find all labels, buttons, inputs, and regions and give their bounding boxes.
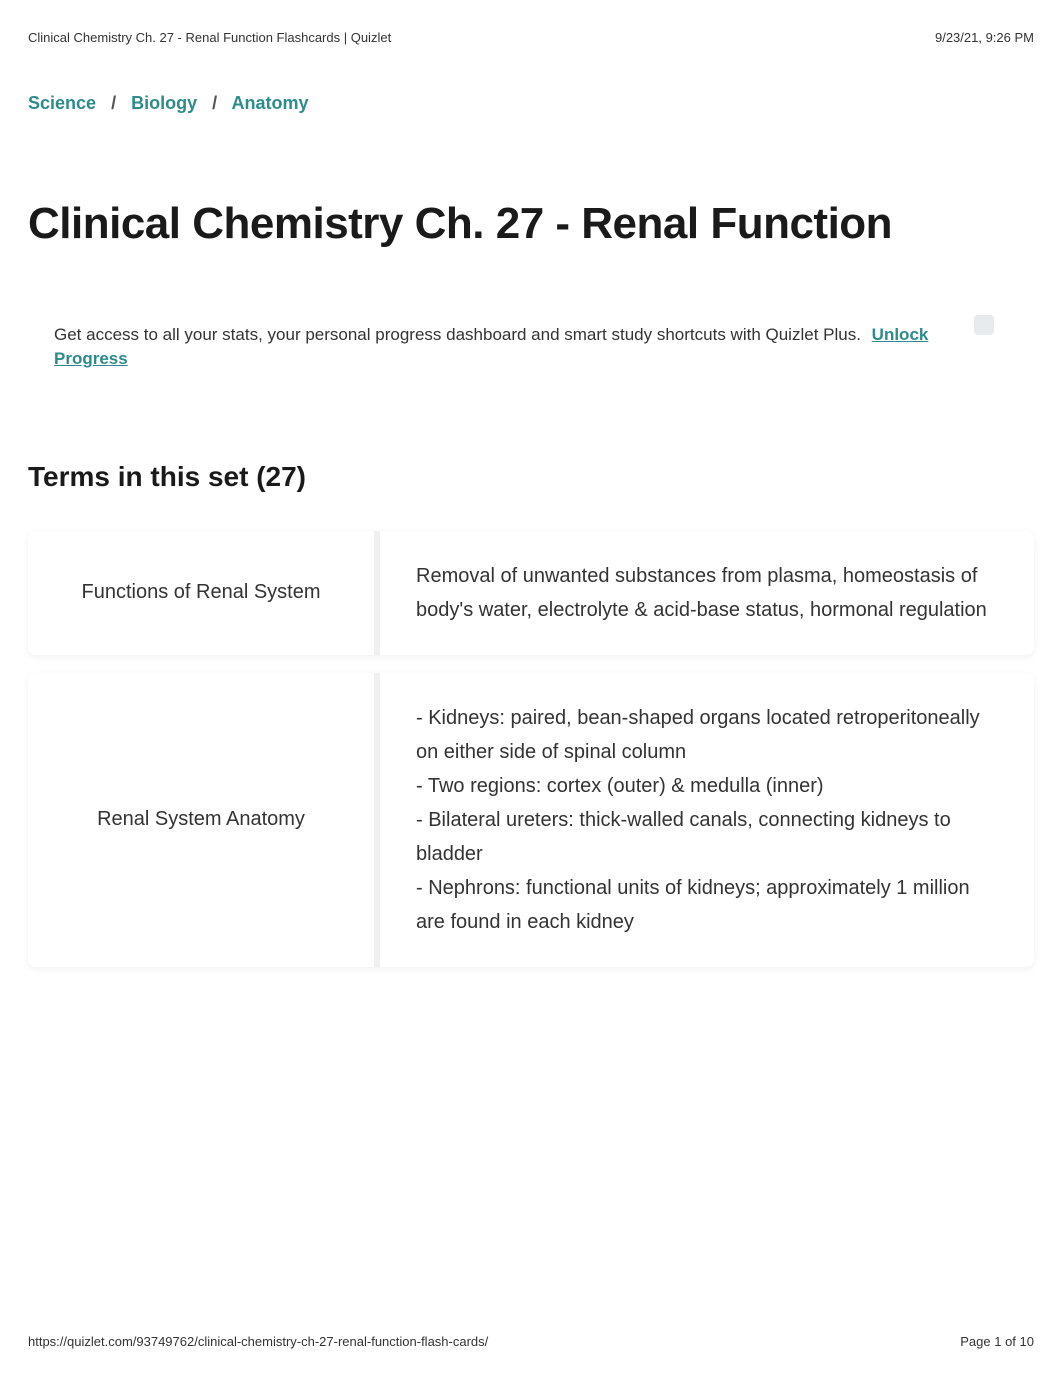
footer-page-indicator: Page 1 of 10 — [960, 1334, 1034, 1349]
card-definition: Removal of unwanted substances from plas… — [380, 531, 1034, 655]
breadcrumb-link-anatomy[interactable]: Anatomy — [231, 93, 308, 113]
breadcrumb: Science / Biology / Anatomy — [28, 93, 1034, 114]
print-timestamp: 9/23/21, 9:26 PM — [935, 30, 1034, 45]
breadcrumb-link-science[interactable]: Science — [28, 93, 96, 113]
print-footer: https://quizlet.com/93749762/clinical-ch… — [28, 1334, 1034, 1349]
footer-url: https://quizlet.com/93749762/clinical-ch… — [28, 1334, 488, 1349]
breadcrumb-link-biology[interactable]: Biology — [131, 93, 197, 113]
promo-text: Get access to all your stats, your perso… — [54, 325, 861, 344]
flashcard-list: Functions of Renal System Removal of unw… — [28, 531, 1034, 967]
promo-banner: Get access to all your stats, your perso… — [28, 301, 1034, 393]
card-definition: - Kidneys: paired, bean-shaped organs lo… — [380, 673, 1034, 967]
flashcard-row[interactable]: Functions of Renal System Removal of unw… — [28, 531, 1034, 655]
breadcrumb-separator: / — [212, 93, 217, 113]
terms-heading: Terms in this set (27) — [28, 461, 1034, 493]
card-term: Renal System Anatomy — [28, 673, 380, 967]
flashcard-row[interactable]: Renal System Anatomy - Kidneys: paired, … — [28, 673, 1034, 967]
page-title: Clinical Chemistry Ch. 27 - Renal Functi… — [28, 199, 1034, 249]
breadcrumb-separator: / — [111, 93, 116, 113]
page-content: Science / Biology / Anatomy Clinical Che… — [0, 93, 1062, 967]
card-term: Functions of Renal System — [28, 531, 380, 655]
print-header: Clinical Chemistry Ch. 27 - Renal Functi… — [0, 0, 1062, 45]
promo-icon — [974, 315, 994, 335]
doc-title: Clinical Chemistry Ch. 27 - Renal Functi… — [28, 30, 391, 45]
